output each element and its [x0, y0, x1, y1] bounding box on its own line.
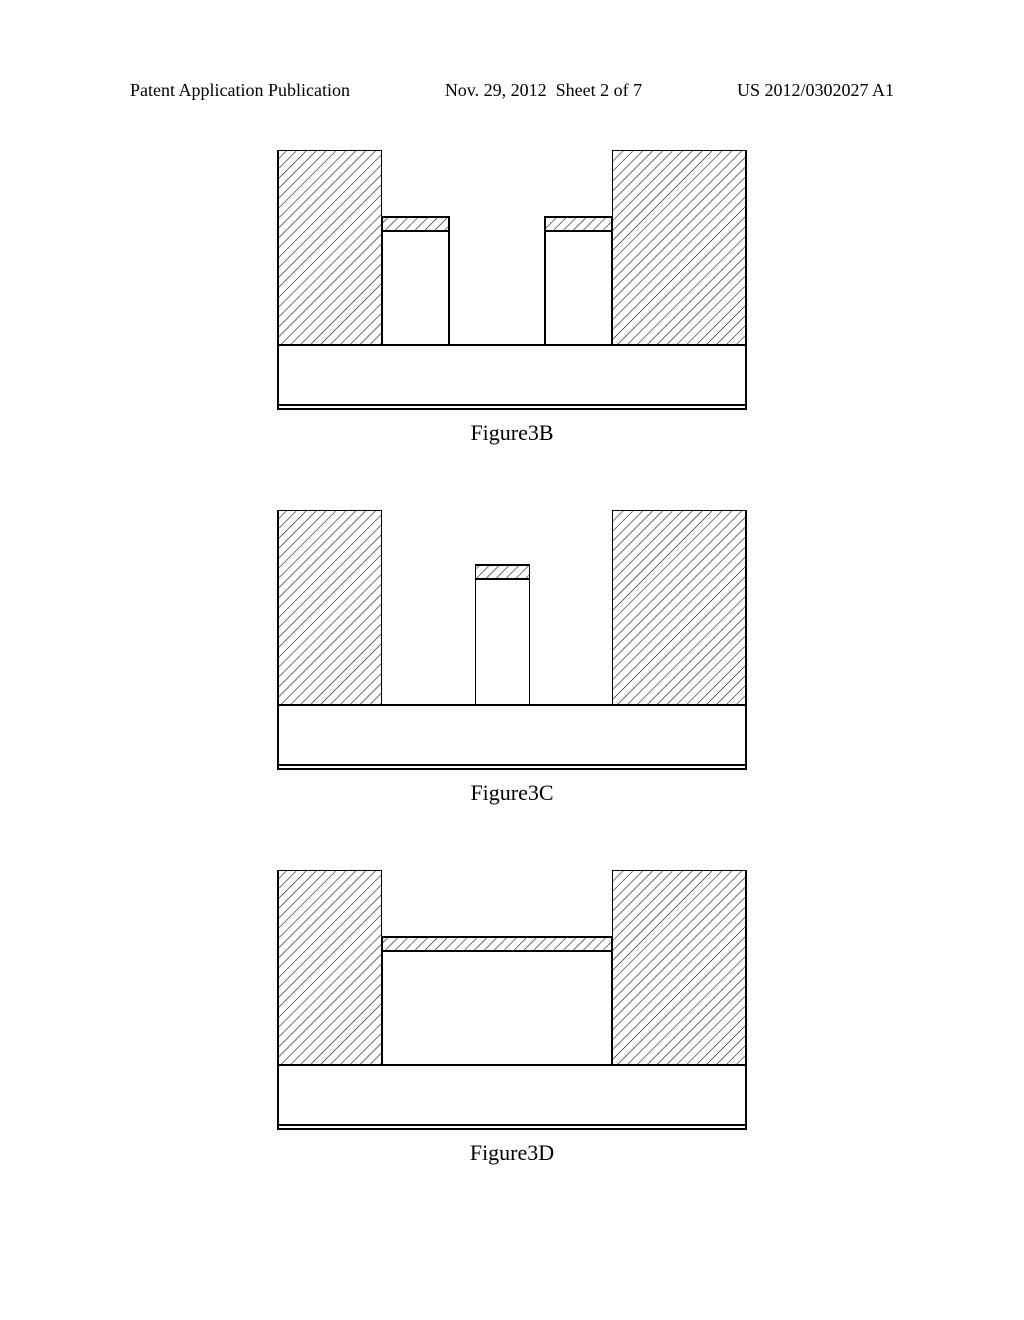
header-right: US 2012/0302027 A1	[737, 80, 894, 101]
header-left: Patent Application Publication	[130, 80, 350, 101]
figure-svg	[277, 870, 747, 1130]
figure-caption: Figure3C	[0, 780, 1024, 806]
figure-caption: Figure3D	[0, 1140, 1024, 1166]
figure-block: Figure3B	[0, 150, 1024, 446]
header-center: Nov. 29, 2012 Sheet 2 of 7	[445, 80, 642, 101]
figure-block: Figure3D	[0, 870, 1024, 1166]
page-header: Patent Application Publication Nov. 29, …	[0, 80, 1024, 101]
figure-caption: Figure3B	[0, 420, 1024, 446]
figure-svg	[277, 150, 747, 410]
page: Patent Application Publication Nov. 29, …	[0, 0, 1024, 1320]
figure-svg	[277, 510, 747, 770]
figure-block: Figure3C	[0, 510, 1024, 806]
